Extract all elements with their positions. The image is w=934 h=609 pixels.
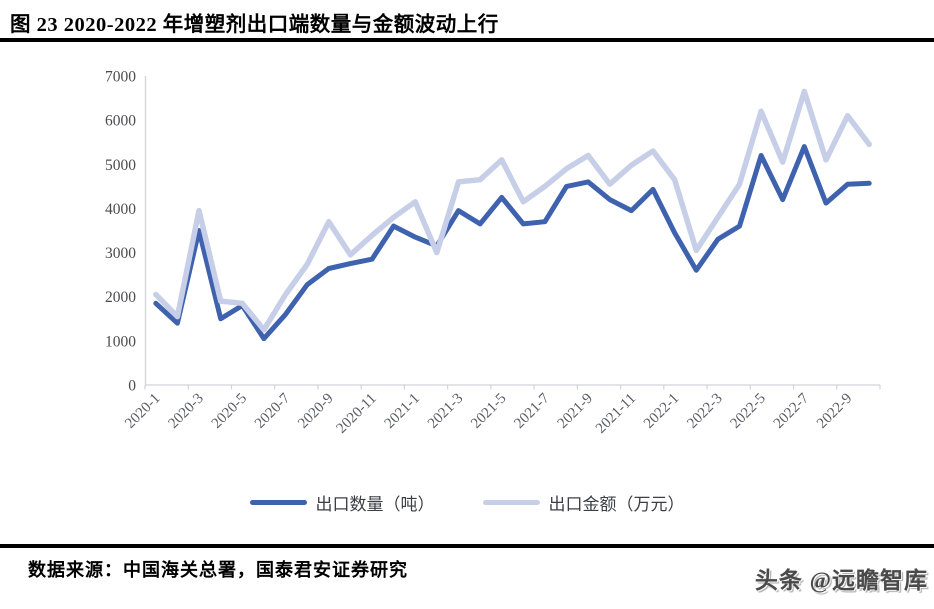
x-tick-label: 2021-5 [468,391,509,432]
export-trend-chart: 0 1000 2000 3000 4000 5000 6000 7000 2020-1 2020-… [0,45,934,485]
x-tick-label: 2020-11 [334,391,380,437]
x-tick-label: 2022-5 [728,391,769,432]
y-tick-label: 4000 [105,201,136,218]
y-tick-label: 5000 [105,157,136,174]
figure-title: 图 23 2020-2022 年增塑剂出口端数量与金额波动上行 [10,14,499,36]
watermark: 头条 @远瞻智库 [754,568,928,593]
amount-line-swatch [482,499,540,506]
amount-line [153,88,872,333]
title-divider [0,38,934,42]
x-tick-label: 2022-7 [771,390,813,432]
quantity-line-swatch [249,499,307,506]
x-tick-label: 2021-11 [593,391,639,437]
x-tick-label: 2021-9 [555,391,596,432]
x-tick-label: 2020-7 [252,390,294,432]
y-tick-label: 6000 [105,113,136,130]
x-tick-label: 2022-1 [641,391,682,432]
legend-item-amount: 出口金额（万元） [482,490,685,515]
x-tick-label: 2020-9 [295,391,336,432]
legend-label-quantity: 出口数量（吨） [315,495,435,514]
y-tick-label: 7000 [105,69,136,86]
y-tick-label: 3000 [105,245,136,262]
chart-legend: 出口数量（吨） 出口金额（万元） [0,490,934,515]
x-tick-label: 2020-5 [209,391,250,432]
data-source: 数据来源：中国海关总署，国泰君安证券研究 [28,560,408,580]
x-tick-label: 2021-7 [511,390,553,432]
y-tick-label: 0 [128,378,136,395]
x-tick-label: 2022-3 [684,391,725,432]
legend-label-amount: 出口金额（万元） [548,495,685,514]
x-tick-label: 2020-1 [122,391,163,432]
footer-divider [0,544,934,548]
x-tick-label: 2021-3 [425,391,466,432]
x-tick-label: 2022-9 [814,391,855,432]
y-tick-label: 2000 [105,289,136,306]
legend-item-quantity: 出口数量（吨） [249,490,435,515]
x-tick-label: 2021-1 [382,391,423,432]
x-tick-label: 2020-3 [165,391,206,432]
y-tick-label: 1000 [105,333,136,350]
quantity-line [153,144,872,342]
